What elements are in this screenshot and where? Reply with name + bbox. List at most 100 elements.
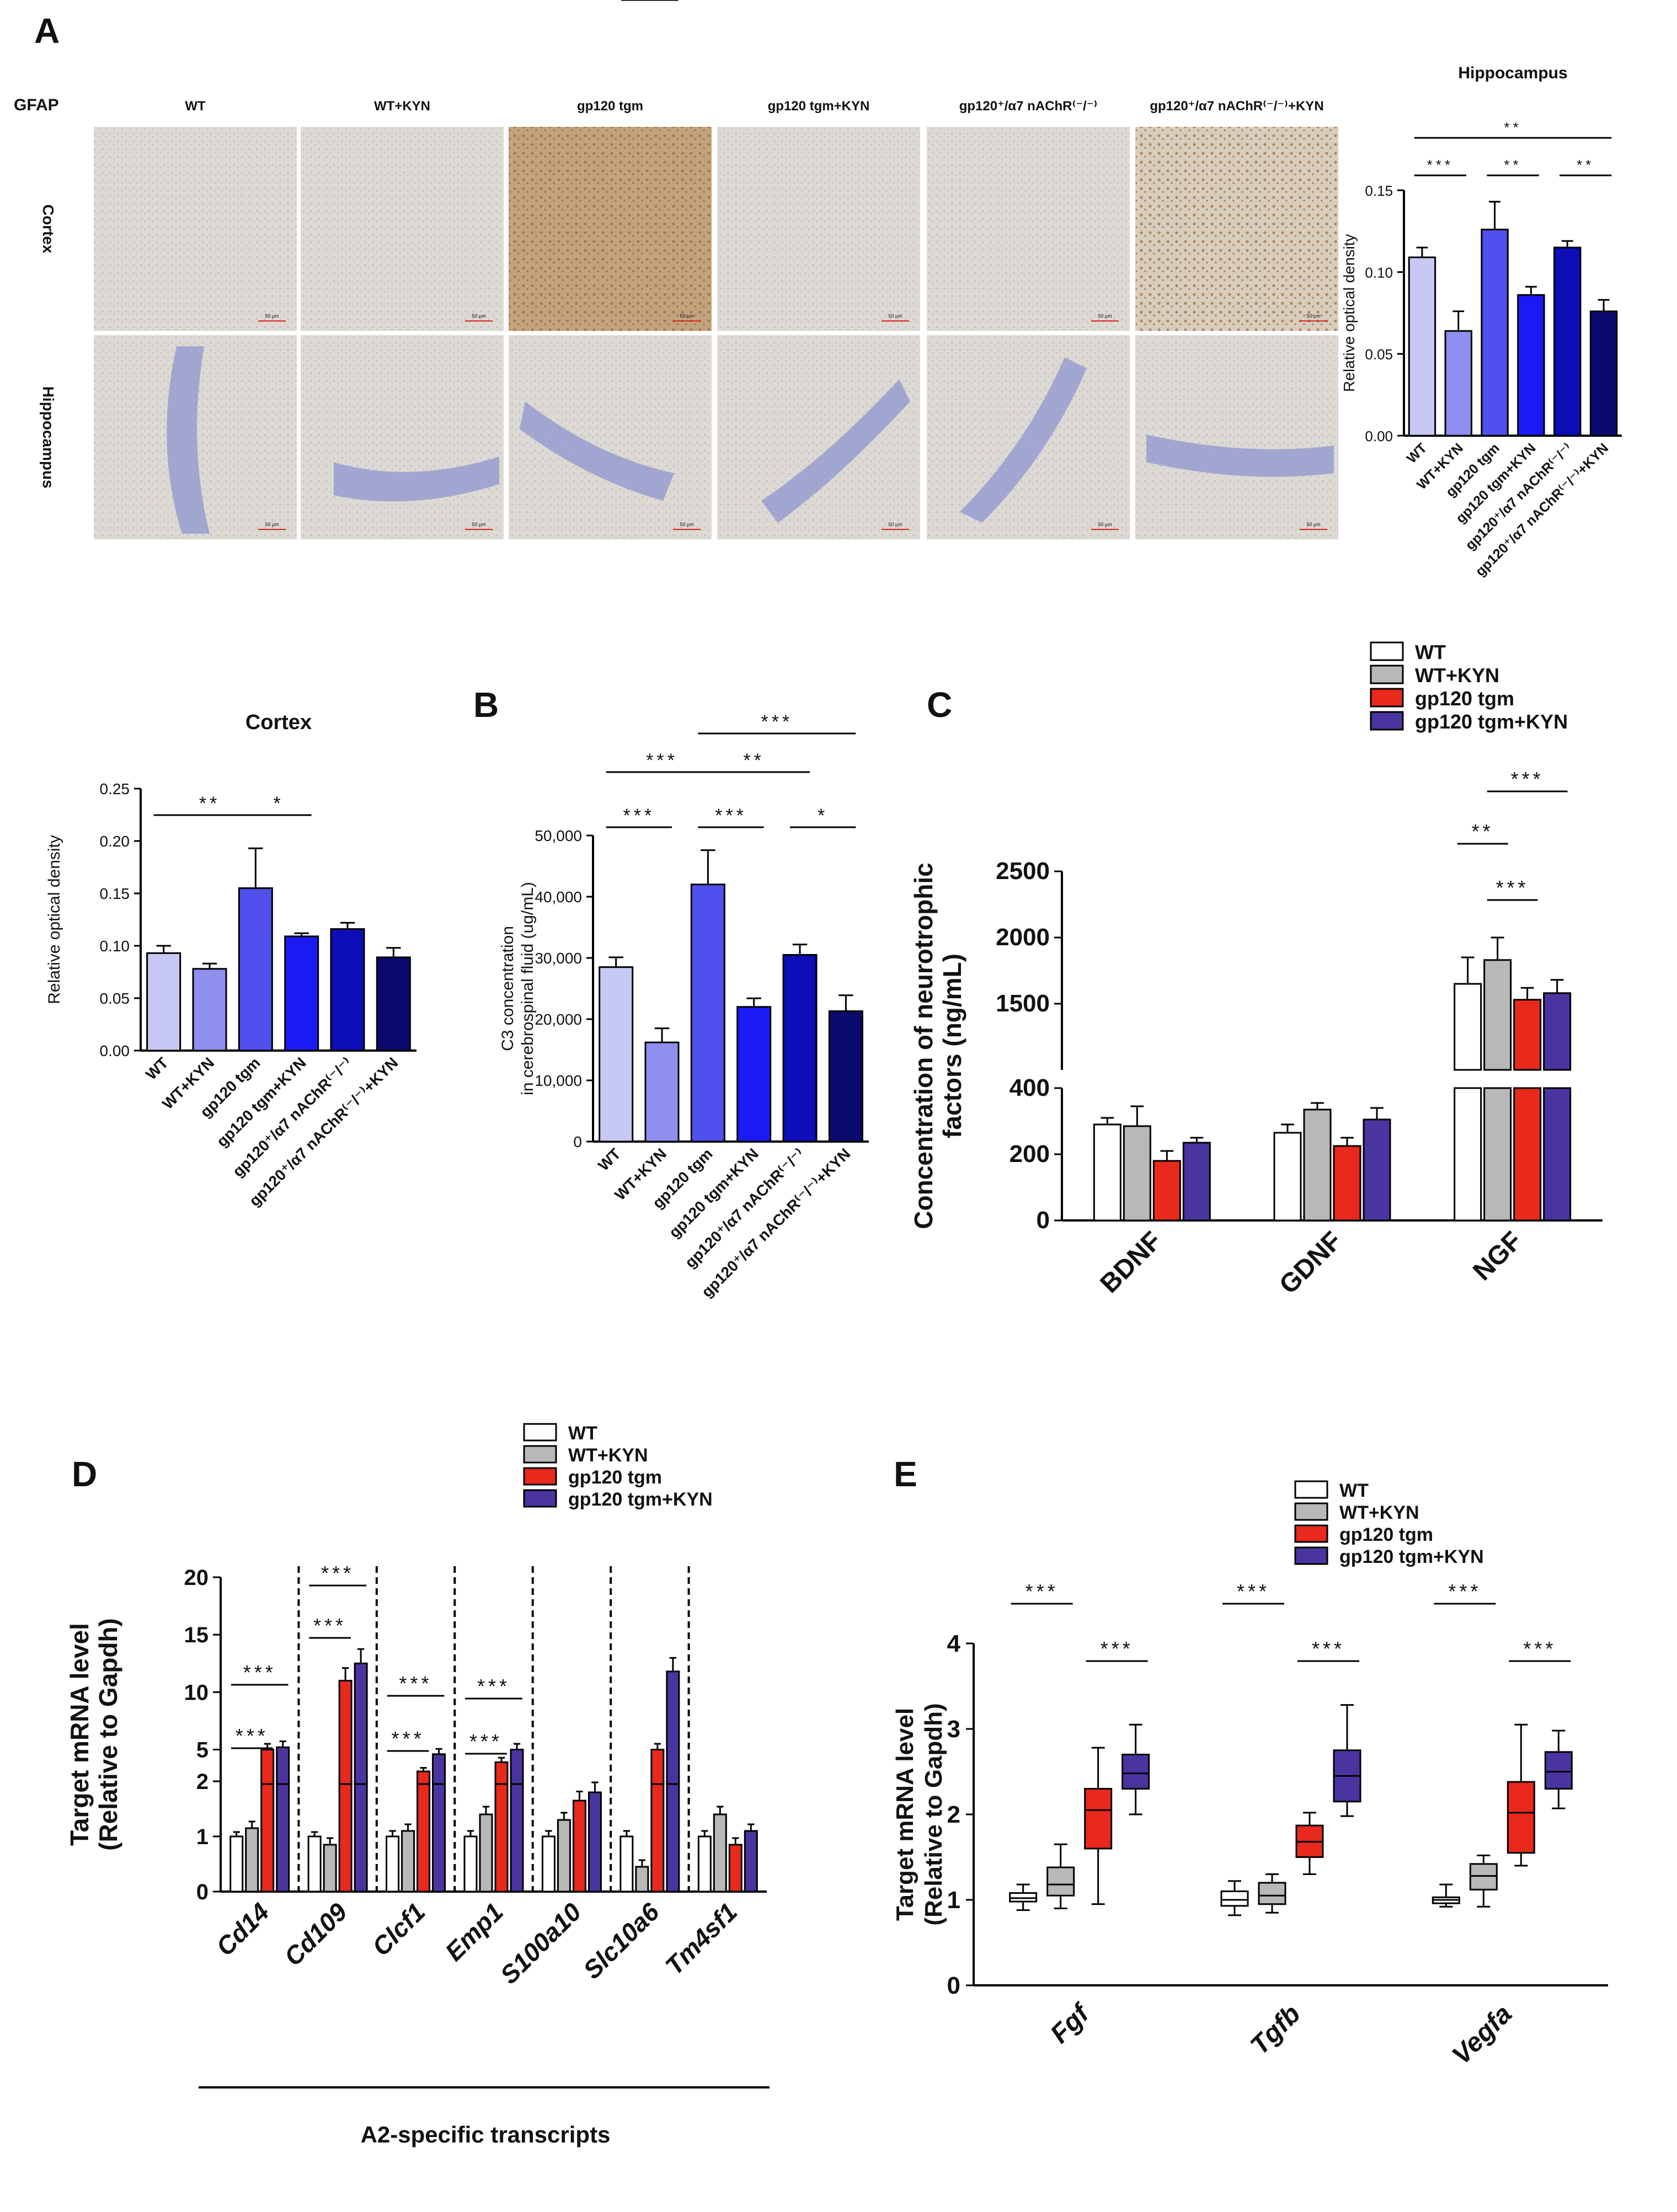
micrograph-grid: GFAP WT 50 μm 50 μm WT+KYN 50 μm 50 μm gp120 t…: [14, 96, 1338, 539]
significance-label: **: [1577, 157, 1594, 173]
chart-hippocampus: 0.00 0.05 0.10 0.15 Relative optical density…: [1340, 64, 1622, 579]
scale-bar-label: 50 μm: [1098, 313, 1112, 319]
hippocampal-cell-layer: [520, 401, 674, 501]
bar-lower-segment: [666, 1780, 680, 1893]
bar-upper-segment: [510, 1749, 524, 1785]
legend-label: gp120 tgm: [568, 1467, 662, 1488]
y-tick-label: 0.10: [1365, 264, 1393, 281]
chart-title: Hippocampus: [1458, 64, 1567, 82]
bar-lower-segment: [260, 1780, 275, 1893]
bar-lower-segment: [432, 1780, 446, 1893]
legend-swatch: [523, 1423, 557, 1442]
bar-lower-segment: [338, 1780, 353, 1893]
legend-label: gp120 tgm: [1339, 1524, 1433, 1545]
y-tick-label: 50,000: [535, 827, 582, 844]
category-label: NGF: [1467, 1226, 1528, 1286]
bar-upper-segment: [338, 1680, 353, 1785]
bar: [1093, 1123, 1121, 1222]
significance-label: ***: [1448, 1580, 1481, 1603]
bar: [1333, 1145, 1361, 1222]
y-axis-label: (Relative to Gapdh): [920, 1703, 947, 1925]
micrograph-texture: [717, 127, 920, 331]
bar-upper-segment: [260, 1749, 275, 1785]
bar: [229, 1835, 244, 1893]
bar-lower-segment: [1454, 1087, 1482, 1222]
scale-bar-label: 50 μm: [472, 522, 485, 527]
scale-bar-label: 50 μm: [1098, 522, 1112, 527]
micrograph-column-label: gp120 tgm+KYN: [768, 99, 870, 114]
bar-upper-segment: [1513, 999, 1542, 1071]
box: [1046, 1866, 1075, 1897]
significance-label: *: [273, 793, 284, 814]
y-tick-label: 0.25: [100, 780, 130, 797]
y-tick-label: 20,000: [535, 1011, 582, 1028]
legend-label: gp120 tgm+KYN: [568, 1489, 713, 1510]
category-label: S100a10: [494, 1897, 586, 1989]
y-tick-label: 2000: [996, 924, 1050, 951]
y-tick-label: 40,000: [535, 888, 582, 906]
bar: [1182, 1142, 1211, 1222]
significance-label: ***: [1312, 1637, 1345, 1660]
y-axis-label: in cerebrospinal fluid (ug/mL): [519, 882, 537, 1095]
significance-label: ***: [1237, 1580, 1270, 1603]
y-tick-label: 0: [196, 1880, 209, 1904]
legend-swatch: [1370, 665, 1404, 684]
category-label: Clcf1: [366, 1897, 430, 1961]
bar: [1481, 228, 1509, 437]
y-tick-label: 20: [184, 1566, 209, 1590]
y-tick-label: 0: [573, 1133, 582, 1150]
box: [1469, 1863, 1498, 1890]
micrograph-texture: [717, 335, 920, 539]
legend-swatch: [1294, 1546, 1328, 1565]
bar: [713, 1813, 727, 1893]
significance-label: ***: [1523, 1637, 1556, 1660]
micrograph-texture: [301, 127, 504, 331]
hippocampal-cell-layer: [334, 457, 499, 502]
bar: [284, 935, 319, 1052]
bar: [1273, 1132, 1302, 1222]
y-tick-label: 1500: [996, 990, 1050, 1017]
bar: [1444, 330, 1472, 437]
y-tick-label: 2500: [996, 858, 1050, 885]
category-label: Slc10a6: [578, 1897, 665, 1984]
bar-lower-segment: [1543, 1087, 1572, 1222]
bar-upper-segment: [432, 1753, 446, 1785]
panel-letter-e: E: [894, 1454, 917, 1494]
bar-upper-segment: [494, 1761, 509, 1785]
significance-label: ***: [236, 1724, 269, 1747]
legend-swatch: [1294, 1480, 1328, 1499]
legend-label: WT+KYN: [568, 1445, 648, 1466]
bar: [1123, 1125, 1151, 1222]
bar: [557, 1819, 571, 1893]
bar: [386, 1835, 400, 1893]
bar: [401, 1830, 415, 1893]
box: [1220, 1890, 1249, 1907]
significance-label: ***: [761, 711, 793, 732]
panel-letter-c: C: [927, 685, 952, 725]
legend-label: gp120 tgm: [1415, 687, 1514, 710]
category-label: Fgf: [1045, 1997, 1096, 2049]
legend-label: gp120 tgm+KYN: [1415, 710, 1568, 733]
y-tick-label: 2: [947, 1801, 960, 1828]
legend-label: gp120 tgm+KYN: [1339, 1546, 1484, 1567]
y-tick-label: 10: [184, 1680, 209, 1705]
y-tick-label: 3: [947, 1716, 960, 1743]
y-axis-label: Target mRNA level: [891, 1708, 918, 1921]
micrograph-row-label: Cortex: [40, 205, 57, 254]
significance-label: ***: [399, 1672, 432, 1695]
panel-letter-b: B: [473, 685, 499, 725]
category-label: Emp1: [440, 1897, 509, 1966]
bar-upper-segment: [416, 1770, 431, 1785]
bar: [146, 952, 181, 1052]
bar-lower-segment: [510, 1780, 524, 1893]
y-tick-label: 0: [1037, 1207, 1050, 1234]
bar-lower-segment: [276, 1780, 290, 1893]
bar: [1553, 247, 1582, 437]
y-tick-label: 1: [947, 1887, 960, 1914]
bar-lower-segment: [1483, 1087, 1512, 1222]
scale-bar-label: 50 μm: [1306, 313, 1320, 319]
scale-bar-label: 50 μm: [1306, 522, 1320, 527]
category-label: BDNF: [1094, 1226, 1167, 1299]
scale-bar-label: 50 μm: [888, 313, 902, 319]
